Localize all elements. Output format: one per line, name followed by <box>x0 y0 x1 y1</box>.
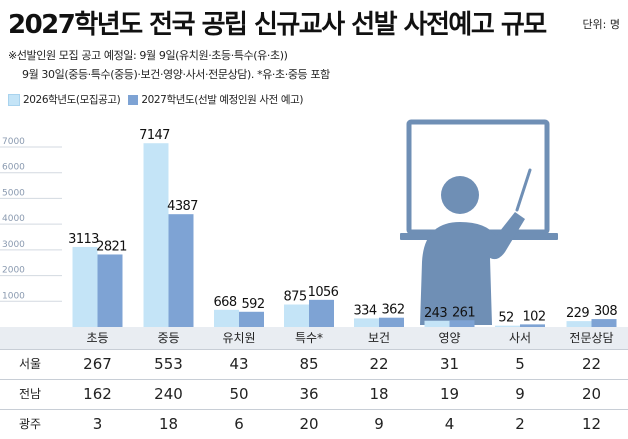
table-cell: 553 <box>154 355 183 373</box>
teacher-at-board-icon <box>400 119 558 325</box>
schedule-note-line-2: 9월 30일(중등·특수(중등)·보건·영양·사서·전문상담). *유·초·중등… <box>22 68 330 81</box>
table-cell: 9 <box>374 415 384 433</box>
table-cell: 9 <box>515 385 525 403</box>
bar-value-label: 261 <box>452 305 475 320</box>
table-header-cell: 초등 <box>86 331 109 345</box>
table-cell: 18 <box>158 415 179 433</box>
bar-2026 <box>424 320 450 327</box>
bar-2027 <box>379 317 404 327</box>
table-cell: 36 <box>299 385 319 403</box>
bar-value-label: 243 <box>424 306 447 321</box>
table-cell: 240 <box>154 385 183 403</box>
bar-2026 <box>72 246 98 327</box>
legend-label-2027: 2027학년도(선발 예정인원 사전 예고) <box>141 94 304 106</box>
table-cell: 18 <box>369 385 389 403</box>
bar-value-label: 1056 <box>308 285 339 300</box>
bar-value-label: 7147 <box>139 128 170 143</box>
legend-item-2026: 2026학년도(모집공고) <box>8 92 121 107</box>
bar-value-label: 102 <box>522 309 545 324</box>
y-tick-label: 3000 <box>2 240 25 250</box>
chart-legend: 2026학년도(모집공고) 2027학년도(선발 예정인원 사전 예고) <box>8 92 303 107</box>
y-tick-label: 5000 <box>2 188 25 198</box>
bar-2027 <box>449 320 475 327</box>
legend-swatch-2026 <box>8 93 20 106</box>
teacher-head <box>441 176 479 214</box>
table-row-label: 전남 <box>18 387 42 401</box>
legend-swatch-2027 <box>128 94 139 105</box>
bar-2026 <box>354 318 379 327</box>
bar-2026 <box>143 143 169 327</box>
table-cell: 22 <box>369 355 389 373</box>
table-header-cell: 유치원 <box>222 331 256 345</box>
table-divider <box>0 379 628 380</box>
schedule-note-line-1: ※선발인원 모집 공고 예정일: 9월 9일(유치원·초등·특수(유·초)) <box>8 49 288 62</box>
table-header-cell: 사서 <box>508 331 532 345</box>
table-row-label: 광주 <box>18 417 42 431</box>
table-cell: 4 <box>444 415 455 433</box>
table-header-cell: 영양 <box>438 331 461 345</box>
bar-2027 <box>97 254 123 327</box>
bar-2027 <box>520 324 545 327</box>
page-title: 2027학년도 전국 공립 신규교사 선발 사전예고 규모 <box>8 10 547 40</box>
regional-breakdown-table: 초등 중등 유치원 특수* 보건 영양 사서 전문상담 서울 267 553 4… <box>0 327 628 439</box>
table-cell: 85 <box>299 355 319 373</box>
bar-2027 <box>309 299 334 327</box>
bar-2026 <box>566 321 592 327</box>
bar-value-label: 2821 <box>96 239 127 254</box>
table-cell: 22 <box>581 355 602 373</box>
table-cell: 43 <box>229 355 249 373</box>
bar-2026 <box>284 304 309 327</box>
bar-value-label: 362 <box>381 303 404 318</box>
legend-label-2026: 2026학년도(모집공고) <box>23 94 121 106</box>
y-tick-label: 7000 <box>2 137 25 147</box>
bar-2026 <box>495 325 520 327</box>
pointer-stick <box>515 168 532 212</box>
bar-value-label: 52 <box>498 311 513 326</box>
table-cell: 50 <box>229 385 249 403</box>
bar-value-label: 592 <box>241 297 264 312</box>
table-cell: 5 <box>515 355 525 373</box>
bar-value-label: 308 <box>594 304 617 319</box>
table-divider <box>0 349 628 350</box>
bar-value-label: 229 <box>566 306 589 321</box>
teacher-body <box>420 212 525 325</box>
table-cell: 6 <box>234 415 244 433</box>
table-row-label: 서울 <box>18 357 42 371</box>
bar-value-label: 4387 <box>167 199 198 214</box>
table-cell: 20 <box>299 415 319 433</box>
table-cell: 267 <box>83 355 112 373</box>
table-cell: 20 <box>581 385 602 403</box>
table-cell: 2 <box>515 415 525 433</box>
bar-2027 <box>239 311 264 327</box>
table-header-cell: 보건 <box>367 331 391 345</box>
bar-value-label: 3113 <box>68 232 99 247</box>
bar-2027 <box>591 319 617 327</box>
table-header-cell: 특수* <box>294 331 324 345</box>
bar-2026 <box>214 309 239 327</box>
bar-2027 <box>168 214 194 327</box>
table-header-row: 초등 중등 유치원 특수* 보건 영양 사서 전문상담 <box>0 327 628 349</box>
table-header-cell: 중등 <box>157 331 180 345</box>
y-tick-label: 2000 <box>2 266 25 276</box>
unit-label: 단위: 명 <box>582 18 620 31</box>
table-cell: 12 <box>581 415 602 433</box>
bar-value-label: 668 <box>213 295 236 310</box>
y-tick-label: 6000 <box>2 163 25 173</box>
table-header-cell: 전문상담 <box>569 331 614 345</box>
legend-item-2027: 2027학년도(선발 예정인원 사전 예고) <box>128 92 303 107</box>
bar-value-label: 875 <box>283 290 306 305</box>
bar-value-label: 334 <box>353 303 376 318</box>
table-cell: 3 <box>92 415 103 433</box>
table-cell: 31 <box>439 355 460 373</box>
table-divider <box>0 409 628 410</box>
table-cell: 19 <box>439 385 460 403</box>
table-cell: 162 <box>83 385 112 403</box>
y-tick-label: 1000 <box>2 291 25 301</box>
y-tick-label: 4000 <box>2 214 25 224</box>
